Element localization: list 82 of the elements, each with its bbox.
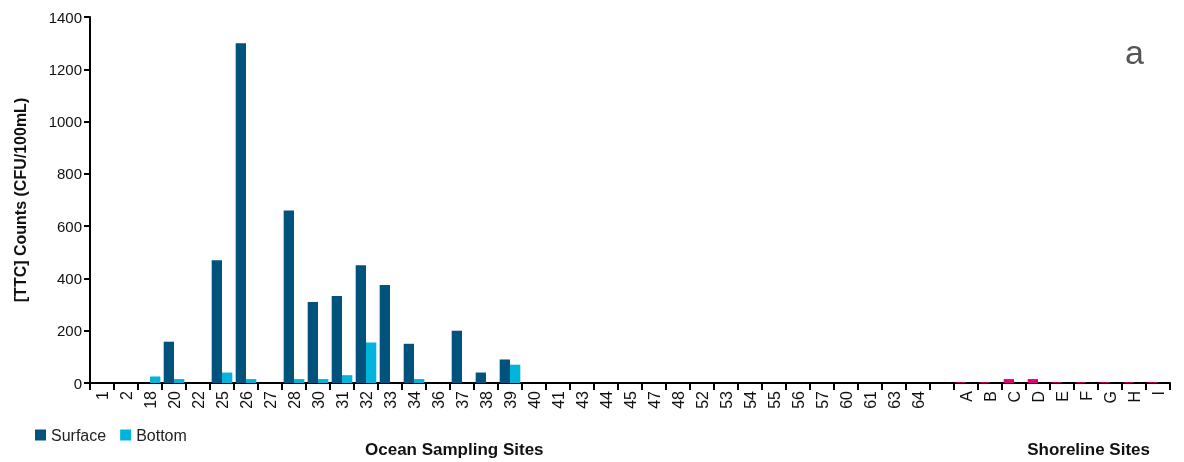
x-tick-label: 30 [309,390,327,409]
bar [475,372,486,383]
y-tick-label: 200 [56,322,82,340]
x-tick-label: 34 [405,390,423,409]
legend-label: Bottom [136,426,187,444]
x-tick-label: 33 [381,390,399,409]
x-tick-label: 64 [909,390,927,409]
x-tick-label: C [1005,391,1023,403]
bar [403,343,414,383]
bar [331,295,342,383]
x-tick-label: 36 [429,390,447,409]
x-axis-title: Ocean Sampling Sites [365,440,544,459]
x-tick-label: 37 [453,390,471,409]
x-tick-label: 43 [573,390,591,409]
x-tick-label: 40 [525,390,543,409]
bar [355,265,366,383]
x-tick-label: 31 [333,390,351,409]
bar [307,301,318,383]
x-tick-label: G [1101,391,1119,404]
bar [174,379,185,383]
x-tick-label: 60 [837,390,855,409]
x-tick-label: 57 [813,390,831,409]
x-tick-label: 44 [597,390,615,409]
x-tick-label: 61 [861,390,879,409]
bar [379,284,390,383]
x-tick-label: E [1053,391,1071,402]
x-tick-label: 38 [477,390,495,409]
bar [1003,379,1014,383]
x-tick-label: 20 [165,390,183,409]
bar [294,379,305,383]
x-tick-label: 22 [189,390,207,409]
bar [1027,379,1038,383]
annotation: a [1125,33,1145,71]
x-tick-label: 39 [501,390,519,409]
y-tick-label: 1400 [48,8,82,26]
x-tick-label: 55 [765,390,783,409]
x-tick-label: 2 [117,390,135,400]
x-tick-label: 28 [285,390,303,409]
y-tick-label: 1000 [48,113,82,131]
bar [163,341,174,383]
bar [499,359,510,383]
x-tick-label: 48 [669,390,687,409]
bar [318,379,329,383]
bar [211,260,222,383]
bar [246,379,257,383]
bar [366,342,377,383]
x-tick-label: F [1077,390,1095,401]
x-tick-label: 41 [549,390,567,409]
y-tick-label: 400 [56,269,82,287]
x-tick-label: 1 [93,390,111,400]
y-tick-label: 600 [56,217,82,235]
bar [150,376,161,383]
x-tick-label: 27 [261,390,279,409]
y-axis-title: [TTC] Counts (CFU/100mL) [11,97,29,303]
x-tick-label: 26 [237,390,255,409]
legend-label: Surface [51,426,107,444]
y-tick-label: 800 [56,165,82,183]
x-tick-label: H [1125,391,1143,403]
x-tick-label: I [1149,391,1167,396]
y-tick-label: 0 [73,374,82,392]
bar [414,379,425,383]
x-tick-label: 63 [885,390,903,409]
x-tick-label: 52 [693,390,711,409]
x-tick-label: 32 [357,390,375,409]
x-tick-label: B [981,391,999,402]
x-tick-label: D [1029,391,1047,403]
x-tick-label: 54 [741,390,759,409]
bar [510,364,521,383]
x-tick-label: 53 [717,390,735,409]
bar [222,372,233,383]
bar [283,210,294,383]
x-tick-label: 45 [621,390,639,409]
y-tick-label: 1200 [48,60,82,78]
x-tick-label: 18 [141,390,159,409]
x-tick-label: 47 [645,390,663,409]
x-tick-label: 25 [213,390,231,409]
bar [342,375,353,383]
text: Shoreline Sites [1027,440,1151,459]
x-tick-label: A [957,390,975,402]
x-tick-label: 56 [789,390,807,409]
bar [235,43,246,383]
bar [451,330,462,383]
